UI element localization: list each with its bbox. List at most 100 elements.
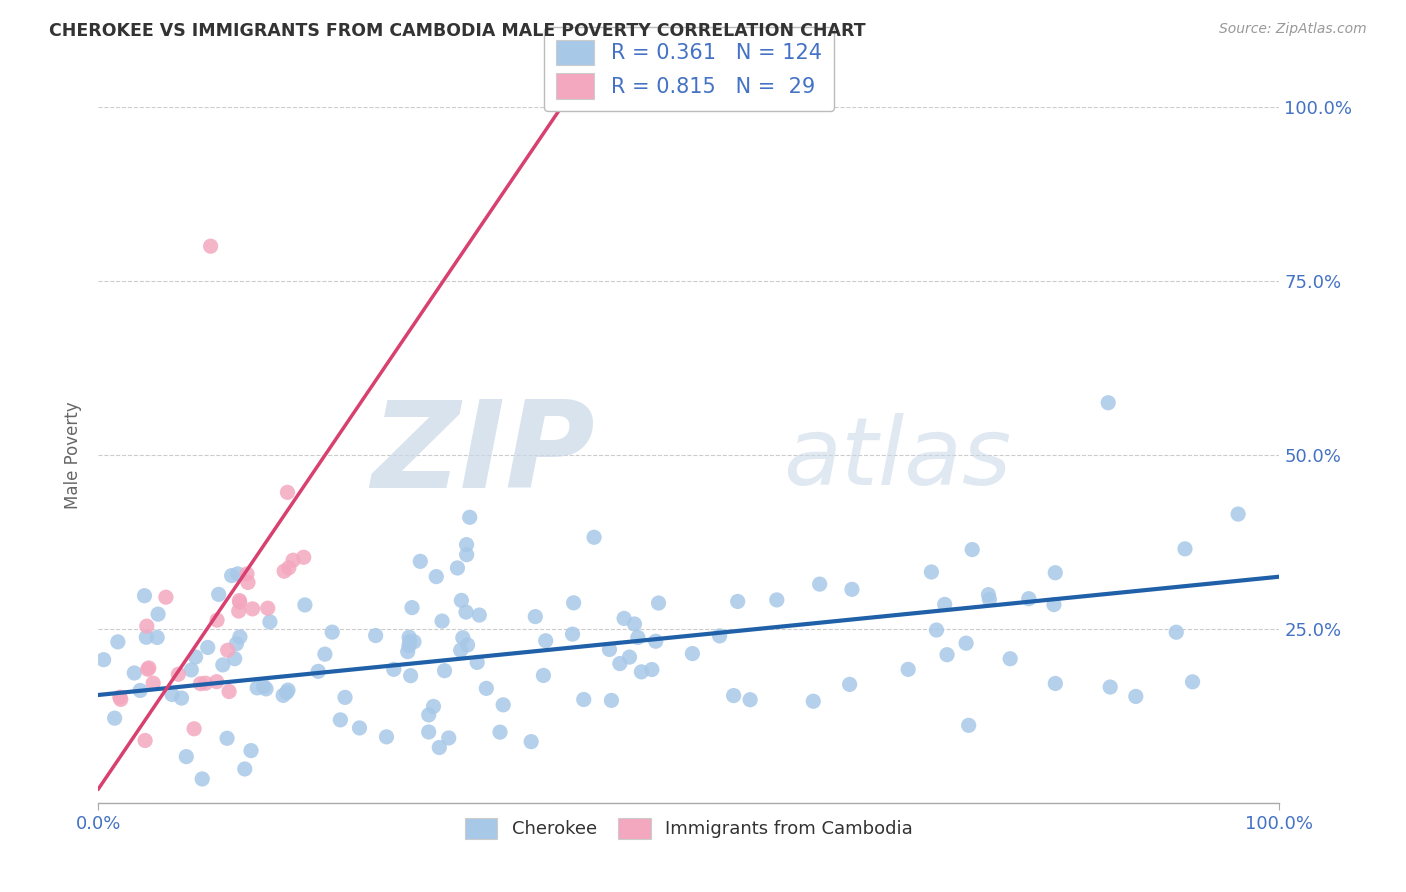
Point: [1043, 598, 1066, 612]
Point: [681, 647, 703, 661]
Point: [398, 630, 420, 644]
Point: [382, 662, 405, 676]
Point: [108, 690, 131, 705]
Point: [465, 656, 488, 670]
Point: [224, 651, 246, 665]
Point: [146, 607, 169, 622]
Point: [294, 598, 316, 612]
Point: [838, 677, 860, 691]
Point: [218, 684, 240, 698]
Point: [228, 593, 250, 607]
Point: [136, 662, 159, 676]
Point: [897, 662, 920, 676]
Point: [418, 707, 440, 722]
Point: [492, 698, 515, 712]
Point: [183, 722, 205, 736]
Point: [399, 668, 422, 682]
Point: [271, 689, 294, 703]
Point: [437, 731, 460, 745]
Point: [228, 604, 250, 618]
Point: [765, 593, 787, 607]
Point: [960, 542, 983, 557]
Point: [534, 633, 557, 648]
Point: [489, 725, 512, 739]
Point: [598, 642, 620, 657]
Point: [644, 634, 666, 648]
Point: [221, 568, 243, 582]
Point: [375, 730, 398, 744]
Point: [329, 713, 352, 727]
Point: [401, 600, 423, 615]
Point: [205, 613, 228, 627]
Point: [254, 681, 277, 696]
Point: [1097, 396, 1119, 410]
Point: [520, 734, 543, 748]
Point: [107, 635, 129, 649]
Point: [450, 593, 472, 607]
Point: [256, 601, 278, 615]
Point: [1045, 566, 1067, 580]
Point: [122, 665, 145, 680]
Point: [456, 538, 478, 552]
Point: [396, 645, 419, 659]
Point: [236, 575, 259, 590]
Point: [402, 634, 425, 648]
Point: [1045, 676, 1067, 690]
Point: [273, 564, 295, 578]
Point: [134, 589, 156, 603]
Point: [425, 569, 447, 583]
Point: [233, 762, 256, 776]
Point: [562, 596, 585, 610]
Point: [808, 577, 831, 591]
Point: [446, 561, 468, 575]
Point: [841, 582, 863, 597]
Point: [333, 690, 356, 705]
Point: [723, 689, 745, 703]
Point: [349, 721, 371, 735]
Point: [321, 625, 343, 640]
Point: [524, 609, 547, 624]
Point: [211, 657, 233, 672]
Point: [998, 652, 1021, 666]
Point: [430, 614, 453, 628]
Point: [458, 510, 481, 524]
Point: [613, 611, 636, 625]
Point: [307, 665, 329, 679]
Point: [925, 623, 948, 637]
Point: [134, 733, 156, 747]
Point: [641, 663, 664, 677]
Text: atlas: atlas: [783, 413, 1012, 504]
Point: [246, 681, 269, 695]
Point: [259, 615, 281, 629]
Point: [184, 650, 207, 665]
Text: CHEROKEE VS IMMIGRANTS FROM CAMBODIA MALE POVERTY CORRELATION CHART: CHEROKEE VS IMMIGRANTS FROM CAMBODIA MAL…: [49, 22, 866, 40]
Point: [600, 693, 623, 707]
Point: [561, 627, 583, 641]
Point: [194, 676, 217, 690]
Point: [1174, 541, 1197, 556]
Point: [170, 691, 193, 706]
Point: [135, 630, 157, 644]
Point: [979, 592, 1001, 607]
Point: [454, 605, 477, 619]
Point: [468, 608, 491, 623]
Point: [647, 596, 669, 610]
Point: [314, 647, 336, 661]
Point: [146, 631, 169, 645]
Point: [142, 676, 165, 690]
Point: [276, 685, 298, 699]
Point: [450, 643, 472, 657]
Point: [451, 631, 474, 645]
Point: [205, 674, 228, 689]
Point: [409, 554, 432, 568]
Point: [457, 638, 479, 652]
Point: [364, 629, 387, 643]
Point: [936, 648, 959, 662]
Point: [129, 683, 152, 698]
Point: [398, 639, 420, 653]
Point: [229, 595, 252, 609]
Point: [252, 679, 274, 693]
Point: [398, 634, 420, 648]
Point: [572, 692, 595, 706]
Point: [619, 650, 641, 665]
